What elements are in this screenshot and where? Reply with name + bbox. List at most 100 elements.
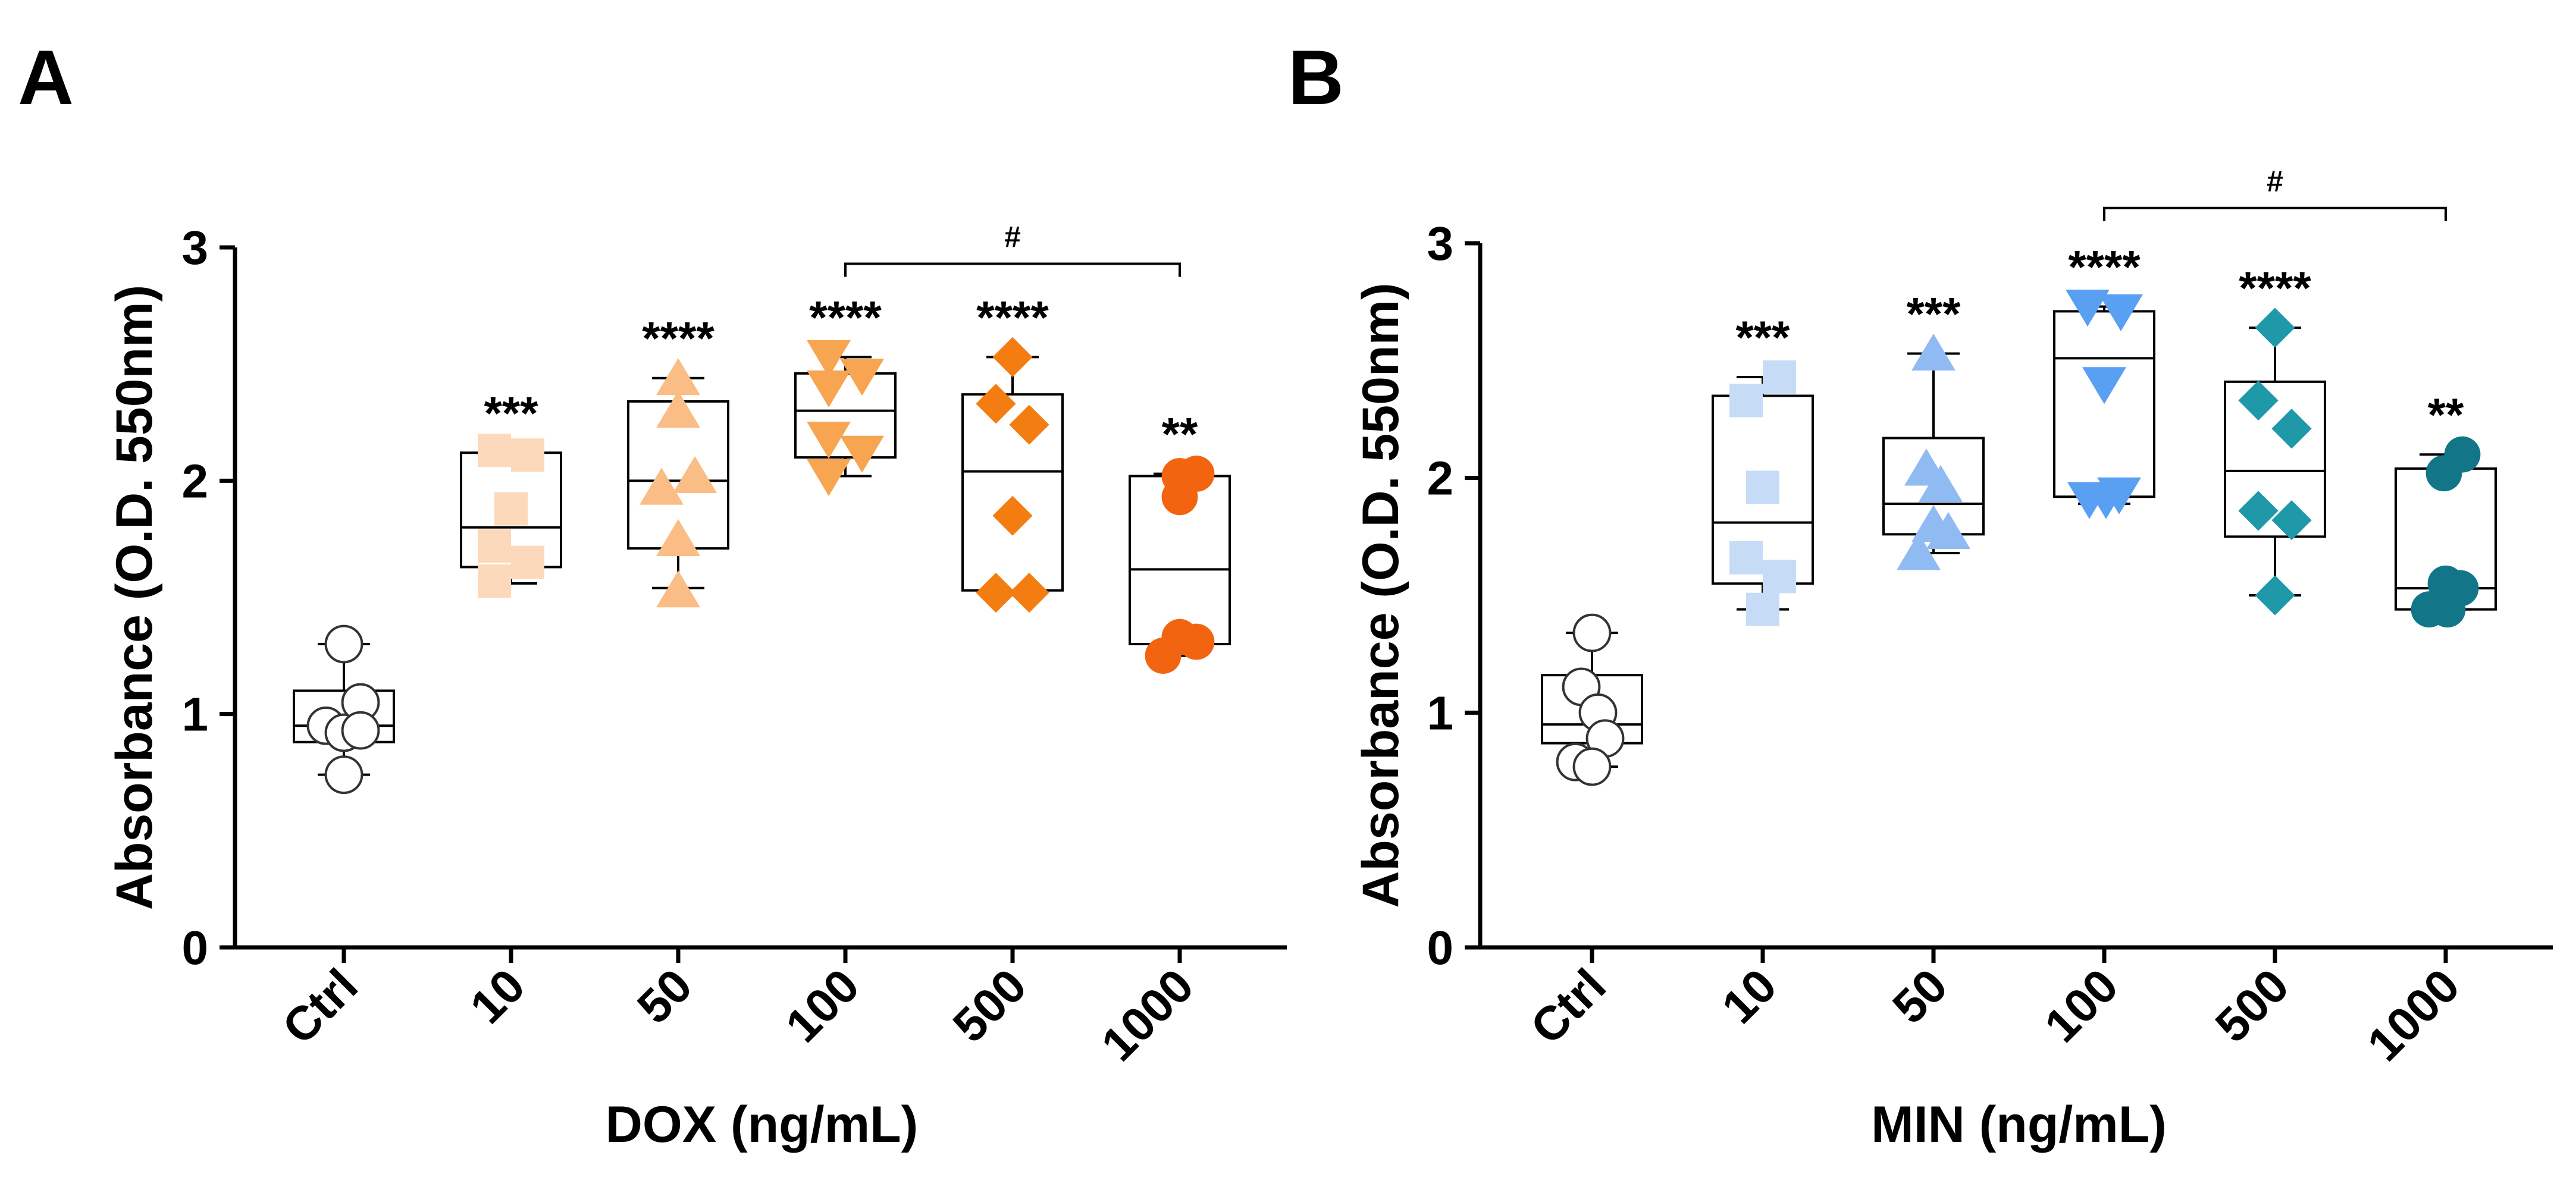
panel-a-group-500: **** (961, 291, 1064, 613)
panel-b-x-tick-label: 100 (2035, 959, 2128, 1052)
data-point (2097, 477, 2141, 514)
data-point (992, 495, 1033, 536)
data-point (807, 422, 851, 459)
panel-a-x-tick-label: 50 (627, 959, 702, 1034)
panel-b-group-500: **** (2224, 262, 2326, 616)
panel-b-x-axis-title: MIN (ng/mL) (1871, 1096, 2167, 1153)
panel-b: B 0 1 2 3 Absorbance (O.D. 550nm) MIN (ng/mL)… (1288, 34, 2553, 1153)
bracket-label: # (2267, 165, 2283, 198)
data-point (324, 755, 363, 795)
data-point (2066, 290, 2110, 327)
panel-a-letter: A (18, 34, 74, 121)
panel-a-x-tick-label: 10 (460, 959, 535, 1034)
box (2224, 380, 2326, 538)
data-point (478, 529, 511, 563)
panel-a-x-tick-label: 1000 (1091, 959, 1204, 1071)
panel-b-letter: B (1288, 34, 1344, 121)
data-point (1572, 613, 1612, 652)
data-point (1009, 404, 1049, 445)
significance-label: ** (1162, 408, 1198, 460)
panel-b-group-100: **** (2053, 241, 2155, 519)
significance-label: **** (976, 291, 1049, 343)
data-point (840, 435, 884, 473)
panel-a-bracket: # (844, 220, 1181, 277)
panel-a-group-Ctrl (293, 624, 395, 795)
data-point (511, 438, 544, 472)
data-point (494, 492, 528, 526)
data-point (807, 370, 851, 407)
data-point (807, 459, 851, 497)
box (794, 372, 897, 459)
data-point (1763, 560, 1796, 594)
panel-a-y-tick-label: 2 (182, 454, 209, 507)
panel-a-y-tick-label: 3 (182, 221, 209, 274)
data-point (2238, 380, 2279, 421)
bracket-line (2103, 206, 2447, 221)
data-point (1746, 592, 1779, 626)
data-point (1572, 747, 1612, 786)
data-point (656, 570, 700, 608)
data-point (511, 545, 544, 579)
data-point (1897, 533, 1941, 570)
data-point (324, 624, 363, 664)
data-point (976, 384, 1016, 424)
panel-a-group-100: **** (794, 291, 897, 497)
panel-b-x-tick-label: Ctrl (1521, 959, 1616, 1054)
panel-a-group-50: **** (627, 312, 729, 608)
data-point (1911, 333, 1955, 371)
panel-b-x-tick-label: 10 (1712, 959, 1787, 1034)
data-point (2429, 591, 2466, 628)
significance-label: *** (1735, 311, 1790, 363)
panel-b-y-tick-label: 1 (1427, 686, 1454, 739)
data-point (673, 456, 717, 494)
significance-label: *** (1906, 287, 1961, 340)
data-point (656, 358, 700, 395)
significance-label: ** (2428, 388, 2464, 441)
panel-a-x-tick-label: 100 (776, 959, 869, 1052)
data-point (656, 519, 700, 556)
data-point (1161, 479, 1198, 516)
panel-a-x-tick-label: 500 (943, 959, 1036, 1052)
panel-b-group-10: *** (1712, 311, 1814, 626)
data-point (1009, 573, 1049, 613)
data-point (640, 467, 684, 505)
data-point (478, 564, 511, 598)
significance-label: **** (809, 291, 882, 343)
panel-b-group-1000: ** (2395, 388, 2497, 628)
panel-a-x-axis-title: DOX (ng/mL) (606, 1096, 919, 1153)
data-point (1919, 464, 1963, 503)
bracket-line (844, 262, 1181, 277)
panel-a-y-tick-label: 1 (182, 688, 209, 741)
data-point (992, 337, 1033, 377)
significance-label: **** (2068, 241, 2141, 293)
panel-b-y-tick-label: 3 (1427, 217, 1454, 270)
data-point (1729, 541, 1763, 575)
data-point (656, 391, 700, 428)
panel-b-y-axis-title: Absorbance (O.D. 550nm) (1352, 282, 1409, 908)
panel-a-y-tick-label: 0 (182, 921, 209, 974)
data-point (976, 573, 1016, 613)
data-point (807, 340, 851, 377)
panel-a-group-10: *** (460, 387, 562, 598)
panel-a-y-axis-title: Absorbance (O.D. 550nm) (106, 285, 163, 910)
data-point (2271, 500, 2312, 541)
panel-a-group-1000: ** (1129, 408, 1231, 674)
panel-a: A 0 1 2 3 Absorbance (O.D. 550nm) DOX (ng/mL)… (18, 34, 1287, 1153)
panel-b-x-tick-label: 1000 (2357, 959, 2470, 1071)
panel-b-x-tick-label: 500 (2205, 959, 2299, 1052)
significance-label: **** (642, 312, 714, 365)
data-point (1763, 360, 1796, 394)
significance-label: **** (2239, 262, 2311, 314)
data-point (341, 711, 380, 750)
data-point (2099, 294, 2143, 332)
data-point (2238, 491, 2279, 531)
data-point (1729, 384, 1763, 417)
panel-a-x-tick-label: Ctrl (272, 959, 368, 1054)
panel-b-x-tick-label: 50 (1882, 959, 1957, 1034)
panel-b-bracket: # (2103, 165, 2447, 221)
data-point (840, 359, 884, 396)
data-point (1926, 511, 1970, 549)
panel-b-y-tick-label: 2 (1427, 452, 1454, 505)
data-point (2255, 307, 2295, 348)
